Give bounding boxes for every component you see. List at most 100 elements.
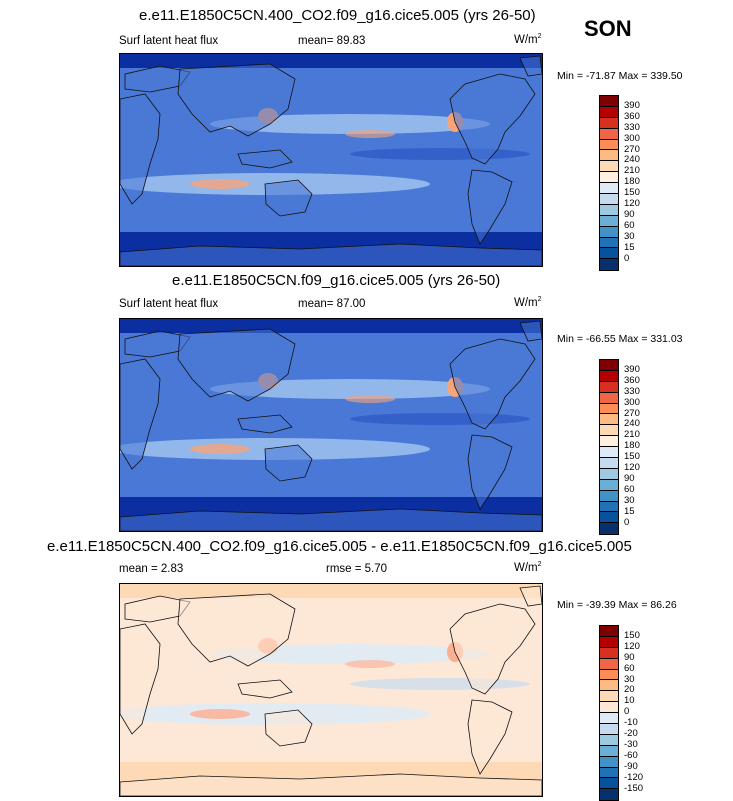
colorbar-tick-label: -90	[624, 760, 638, 772]
colorbar-tick-label: 240	[624, 154, 640, 166]
panel-2-map	[119, 318, 543, 532]
colorbar-tick-label: 90	[624, 208, 635, 220]
panel-2-minmax: Min = -66.55 Max = 331.03	[557, 333, 683, 345]
colorbar-swatch	[600, 117, 618, 129]
colorbar-swatch	[600, 767, 618, 779]
colorbar-tick-label: 270	[624, 143, 640, 155]
colorbar-swatch	[600, 106, 618, 118]
colorbar-swatch	[600, 680, 618, 692]
colorbar-tick-label: 120	[624, 640, 640, 652]
panel-1-variable-label: Surf latent heat flux	[119, 35, 219, 47]
colorbar-swatch	[600, 778, 618, 790]
colorbar-swatch	[600, 691, 618, 703]
colorbar-tick-label: 150	[624, 451, 640, 463]
colorbar-swatch	[600, 360, 618, 371]
colorbar-tick-label: 10	[624, 695, 635, 707]
colorbar-tick-label: 300	[624, 132, 640, 144]
panel-3-units: W/m2	[514, 561, 542, 574]
colorbar-swatch	[600, 381, 618, 393]
colorbar-tick-label: 150	[624, 187, 640, 199]
colorbar-swatch	[600, 490, 618, 502]
colorbar-swatch	[600, 702, 618, 714]
panel-3-colorbar	[599, 625, 619, 801]
colorbar-tick-label: 60	[624, 662, 635, 674]
colorbar-tick-label: 30	[624, 494, 635, 506]
colorbar-tick-label: 0	[624, 706, 630, 718]
panel-1-mean: mean= 89.83	[298, 35, 366, 47]
colorbar-tick-label: 60	[624, 219, 635, 231]
colorbar-swatch	[600, 128, 618, 140]
colorbar-swatch	[600, 248, 618, 260]
colorbar-tick-label: 360	[624, 110, 640, 122]
colorbar-tick-label: 120	[624, 198, 640, 209]
panel-3-title: e.e11.E1850C5CN.400_CO2.f09_g16.cice5.00…	[47, 538, 632, 555]
panel-1-units: W/m2	[514, 33, 542, 46]
colorbar-tick-label: 120	[624, 462, 640, 473]
panel-2-units: W/m2	[514, 296, 542, 309]
colorbar-tick-label: 15	[624, 241, 635, 253]
colorbar-swatch	[600, 501, 618, 513]
colorbar-tick-label: 390	[624, 363, 640, 375]
colorbar-swatch	[600, 161, 618, 173]
colorbar-tick-label: -60	[624, 749, 638, 761]
colorbar-tick-label: 240	[624, 418, 640, 430]
colorbar-swatch	[600, 194, 618, 205]
panel-3-minmax: Min = -39.39 Max = 86.26	[557, 599, 677, 611]
colorbar-swatch	[600, 713, 618, 725]
colorbar-tick-label: -20	[624, 728, 638, 739]
colorbar-swatch	[600, 183, 618, 195]
panel-1-minmax: Min = -71.87 Max = 339.50	[557, 70, 683, 82]
colorbar-swatch	[600, 237, 618, 249]
colorbar-swatch	[600, 745, 618, 757]
panel-3-rmse: rmse = 5.70	[326, 563, 388, 575]
colorbar-tick-label: 30	[624, 230, 635, 242]
colorbar-swatch	[600, 172, 618, 184]
colorbar-tick-label: 390	[624, 99, 640, 111]
panel-2-colorbar	[599, 359, 619, 536]
panel-2-title: e.e11.E1850C5CN.f09_g16.cice5.005 (yrs 2…	[172, 272, 501, 289]
colorbar-tick-label: 180	[624, 440, 640, 452]
colorbar-swatch	[600, 447, 618, 459]
colorbar-swatch	[600, 436, 618, 448]
colorbar-swatch	[600, 756, 618, 768]
colorbar-swatch	[600, 96, 618, 107]
colorbar-tick-label: 330	[624, 385, 640, 397]
colorbar-swatch	[600, 626, 618, 637]
panel-2-variable-label: Surf latent heat flux	[119, 298, 219, 310]
colorbar-swatch	[600, 789, 618, 801]
colorbar-tick-label: -150	[624, 782, 644, 794]
colorbar-tick-label: 180	[624, 176, 640, 188]
colorbar-tick-label: -30	[624, 738, 638, 750]
panel-3-mean: mean = 2.83	[119, 563, 184, 575]
colorbar-tick-label: 360	[624, 374, 640, 386]
colorbar-tick-label: 15	[624, 505, 635, 517]
colorbar-swatch	[600, 226, 618, 238]
colorbar-tick-label: 210	[624, 165, 640, 177]
colorbar-swatch	[600, 259, 618, 271]
colorbar-tick-label: 0	[624, 252, 630, 264]
colorbar-tick-label: 330	[624, 121, 640, 133]
colorbar-swatch	[600, 734, 618, 746]
colorbar-swatch	[600, 658, 618, 670]
colorbar-swatch	[600, 458, 618, 469]
colorbar-swatch	[600, 370, 618, 382]
colorbar-swatch	[600, 150, 618, 162]
colorbar-swatch	[600, 139, 618, 151]
panel-1-map	[119, 53, 543, 267]
colorbar-swatch	[600, 512, 618, 524]
colorbar-swatch	[600, 403, 618, 415]
panel-3-map	[119, 583, 543, 797]
colorbar-tick-label: 30	[624, 673, 635, 685]
colorbar-swatch	[600, 414, 618, 426]
season-label: SON	[584, 16, 632, 41]
colorbar-tick-label: 210	[624, 429, 640, 441]
colorbar-tick-label: 60	[624, 483, 635, 495]
colorbar-swatch	[600, 724, 618, 735]
colorbar-tick-label: 90	[624, 472, 635, 484]
panel-2-mean: mean= 87.00	[298, 298, 366, 310]
colorbar-swatch	[600, 215, 618, 227]
colorbar-tick-label: 90	[624, 651, 635, 663]
colorbar-swatch	[600, 669, 618, 681]
colorbar-swatch	[600, 392, 618, 404]
colorbar-tick-label: 300	[624, 396, 640, 408]
